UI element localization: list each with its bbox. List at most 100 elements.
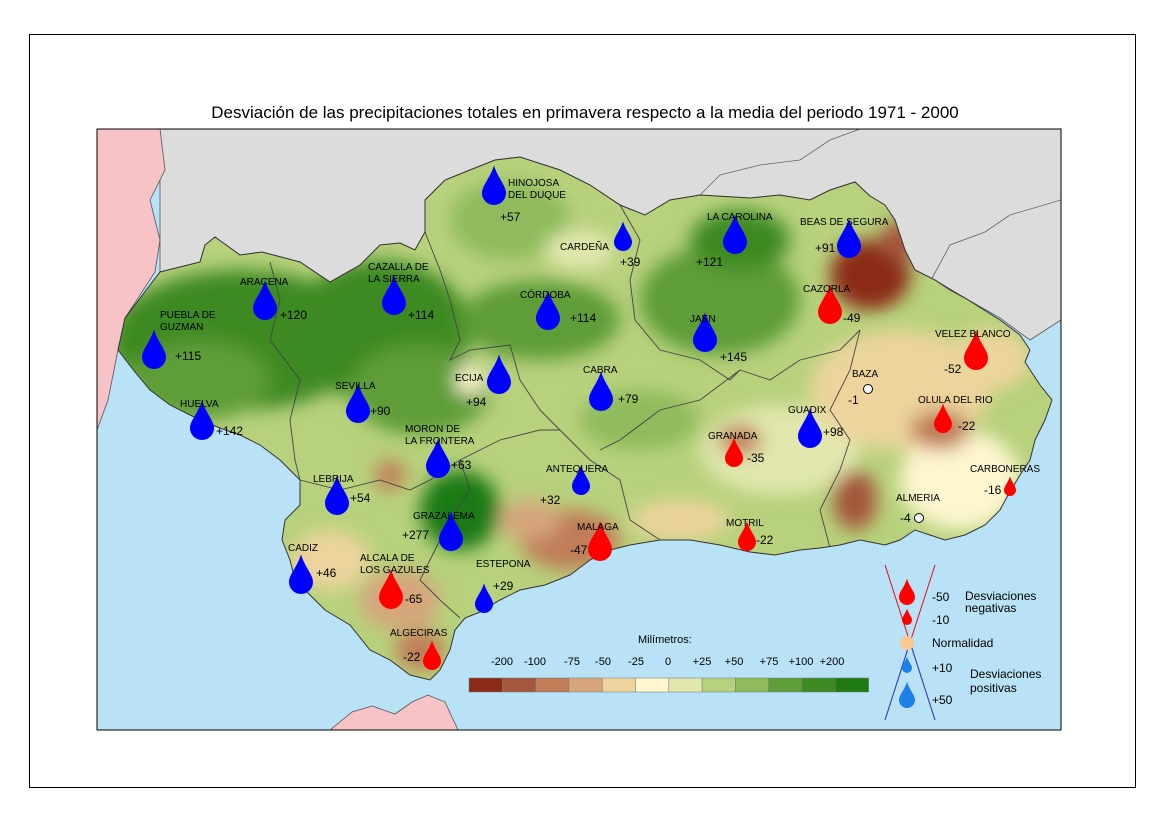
blue-drop-icon [325, 475, 349, 515]
station-label: HINOJOSA [508, 178, 559, 189]
station-label: CAZORLA [803, 284, 851, 295]
station-la-carolina: LA CAROLINA +121 [696, 212, 773, 269]
station-label: LA SIERRA [368, 274, 420, 285]
station-value: -22 [403, 650, 421, 664]
blue-drop-icon [426, 438, 450, 478]
station-value: +114 [570, 311, 596, 325]
blue-drop-icon [723, 214, 747, 254]
scale-swatch [835, 677, 869, 693]
scale-swatch [668, 677, 703, 693]
station-label: LEBRIJA [313, 474, 354, 485]
blue-drop-icon [289, 554, 313, 594]
station-huelva: HUELVA +142 [180, 399, 243, 440]
station-value: -16 [984, 483, 1002, 497]
station-label: LA FRONTERA [405, 436, 475, 447]
station-value: -49 [843, 311, 861, 325]
scale-tick-label: +50 [725, 656, 744, 668]
legend-negative-label-2: negativas [965, 601, 1016, 615]
station-value: +91 [815, 241, 836, 255]
station-label: ANTEQUERA [546, 464, 609, 475]
station-label: ARACENA [240, 277, 289, 288]
station-value: +114 [408, 308, 434, 322]
station-value: +277 [402, 528, 429, 542]
scale-swatch [768, 677, 803, 693]
station-label: MALAGA [577, 522, 619, 533]
station-carboneras: CARBONERAS -16 [970, 464, 1040, 497]
station-motril: MOTRIL -22 [726, 518, 774, 551]
station-guadix: GUADIX +98 [788, 405, 844, 448]
station-value: -1 [848, 393, 859, 407]
station-value: +63 [451, 458, 472, 472]
scale-tick-label: -50 [595, 656, 611, 668]
red-drop-icon [899, 578, 915, 605]
station-value: +142 [216, 424, 243, 438]
blue-drop-icon [439, 511, 463, 551]
scale-swatch [635, 677, 670, 693]
station-value: -22 [958, 419, 976, 433]
station-value: +94 [466, 395, 487, 409]
scale-swatch [502, 677, 536, 693]
station-value: +39 [620, 255, 641, 269]
station-label: CARDEÑA [560, 240, 609, 253]
station-label: ECIJA [455, 373, 484, 384]
station-value: -47 [570, 543, 588, 557]
blue-drop-icon [798, 408, 822, 448]
station-value: +57 [500, 210, 521, 224]
station-baza: BAZA -1 [848, 369, 878, 407]
blue-drop-icon [589, 371, 613, 411]
scale-tick-label: -75 [564, 656, 580, 668]
station-label: HUELVA [180, 399, 219, 410]
blue-drop-icon [899, 681, 915, 708]
station-label: DEL DUQUE [508, 190, 566, 201]
station-cazorla: CAZORLA -49 [803, 284, 861, 325]
legend-item-label: -50 [932, 590, 950, 604]
station-label: BAZA [852, 369, 878, 380]
station-cabra: CABRA +79 [583, 365, 639, 411]
blue-drop-icon [482, 165, 506, 205]
scale-tick-label: +25 [693, 656, 712, 668]
red-drop-icon [725, 437, 743, 467]
blue-drop-icon [190, 400, 214, 440]
blue-drop-icon [142, 329, 166, 369]
morocco-area [329, 694, 459, 730]
blue-drop-icon [475, 583, 493, 613]
station-beas-de-segura: BEAS DE SEGURA +91 [800, 217, 889, 258]
map-title: Desviación de las precipitaciones totale… [211, 103, 959, 122]
scale-tick-label: -200 [491, 656, 513, 668]
scale-title: Milímetros: [638, 634, 692, 646]
legend-item-label: -10 [932, 613, 950, 627]
station-label: GUADIX [788, 405, 827, 416]
station-velez-blanco: VELEZ BLANCO -52 [935, 329, 1011, 376]
station-cardeña: CARDEÑA +39 [560, 221, 641, 269]
station-value: +32 [540, 493, 561, 507]
station-value: +29 [493, 579, 514, 593]
station-label: GUZMAN [160, 322, 203, 333]
station-aracena: ARACENA +120 [240, 277, 307, 322]
legend-item: +10 [902, 656, 953, 675]
scale-tick-label: +75 [760, 656, 779, 668]
station-label: CAZALLA DE [368, 262, 429, 273]
station-label: SEVILLA [335, 381, 376, 392]
station-label: ALCALA DE [360, 553, 415, 564]
station-antequera: ANTEQUERA +32 [540, 464, 609, 507]
station-value: +79 [618, 392, 639, 406]
scale-tick-label: 0 [665, 656, 671, 668]
blue-drop-icon [614, 221, 632, 251]
station-value: +145 [720, 350, 747, 364]
station-value: -52 [944, 362, 962, 376]
red-drop-icon [902, 608, 912, 625]
station-label: GRANADA [708, 431, 758, 442]
station-value: -4 [900, 511, 911, 525]
station-value: +46 [316, 566, 337, 580]
legend-positive-label-2: positivas [970, 681, 1017, 695]
station-value: +90 [370, 404, 391, 418]
blue-drop-icon [487, 354, 511, 394]
station-label: JAEN [690, 314, 716, 325]
scale-tick-label: -25 [628, 656, 644, 668]
legend-item: +50 [899, 681, 953, 708]
station-malaga: MALAGA -47 [570, 521, 619, 561]
legend-item: -10 [902, 608, 950, 627]
